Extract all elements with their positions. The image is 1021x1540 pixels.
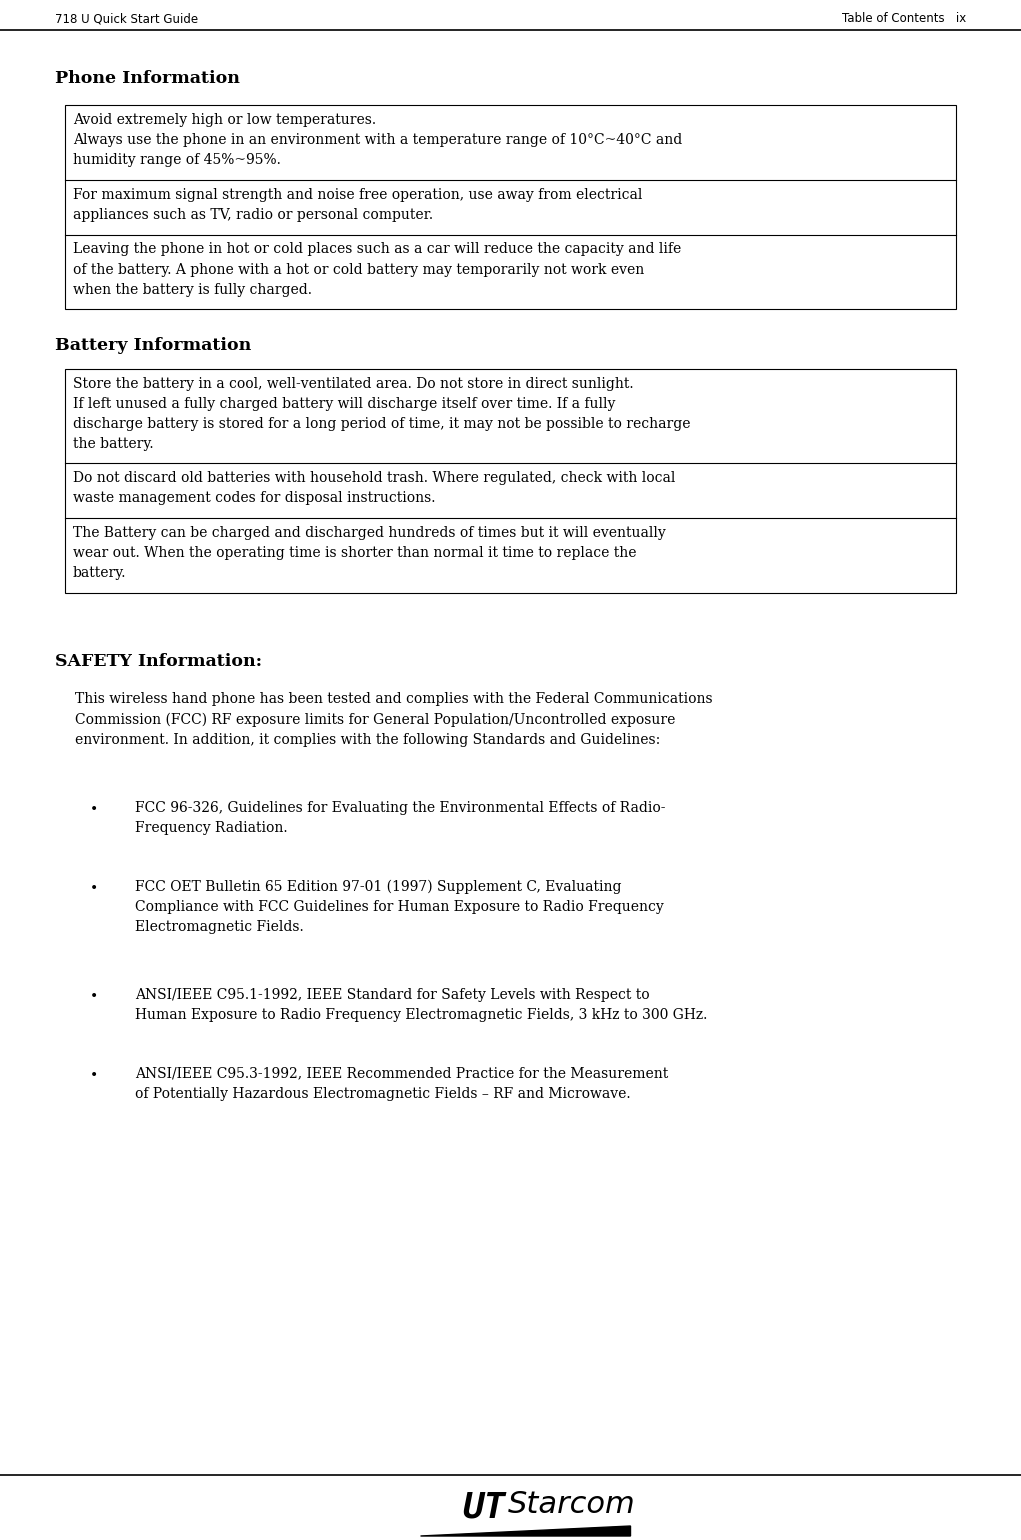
Text: •: • bbox=[90, 804, 98, 818]
Text: FCC OET Bulletin 65 Edition 97-01 (1997) Supplement C, Evaluating
Compliance wit: FCC OET Bulletin 65 Edition 97-01 (1997)… bbox=[135, 879, 664, 935]
Bar bbox=[65, 370, 956, 593]
Text: Store the battery in a cool, well-ventilated area. Do not store in direct sunlig: Store the battery in a cool, well-ventil… bbox=[72, 377, 690, 451]
Text: Avoid extremely high or low temperatures.
Always use the phone in an environment: Avoid extremely high or low temperatures… bbox=[72, 112, 682, 168]
Text: •: • bbox=[90, 1069, 98, 1083]
Text: This wireless hand phone has been tested and complies with the Federal Communica: This wireless hand phone has been tested… bbox=[75, 693, 713, 747]
Bar bbox=[65, 105, 956, 310]
Text: ANSI/IEEE C95.3-1992, IEEE Recommended Practice for the Measurement
of Potential: ANSI/IEEE C95.3-1992, IEEE Recommended P… bbox=[135, 1067, 669, 1101]
Text: FCC 96-326, Guidelines for Evaluating the Environmental Effects of Radio-
Freque: FCC 96-326, Guidelines for Evaluating th… bbox=[135, 801, 666, 835]
Text: •: • bbox=[90, 881, 98, 896]
Text: ANSI/IEEE C95.1-1992, IEEE Standard for Safety Levels with Respect to
Human Expo: ANSI/IEEE C95.1-1992, IEEE Standard for … bbox=[135, 989, 708, 1023]
Text: Table of Contents   ix: Table of Contents ix bbox=[841, 12, 966, 25]
Text: 718 U Quick Start Guide: 718 U Quick Start Guide bbox=[55, 12, 198, 25]
Text: •: • bbox=[90, 990, 98, 1004]
Text: Battery Information: Battery Information bbox=[55, 337, 251, 354]
Text: Leaving the phone in hot or cold places such as a car will reduce the capacity a: Leaving the phone in hot or cold places … bbox=[72, 242, 681, 297]
Text: UT: UT bbox=[461, 1491, 505, 1525]
Text: For maximum signal strength and noise free operation, use away from electrical
a: For maximum signal strength and noise fr… bbox=[72, 188, 642, 222]
Text: Phone Information: Phone Information bbox=[55, 69, 240, 86]
Text: SAFETY Information:: SAFETY Information: bbox=[55, 653, 262, 670]
Polygon shape bbox=[421, 1526, 631, 1535]
Text: The Battery can be charged and discharged hundreds of times but it will eventual: The Battery can be charged and discharge… bbox=[72, 527, 666, 581]
Text: Starcom: Starcom bbox=[507, 1491, 635, 1518]
Text: Do not discard old batteries with household trash. Where regulated, check with l: Do not discard old batteries with househ… bbox=[72, 471, 675, 505]
